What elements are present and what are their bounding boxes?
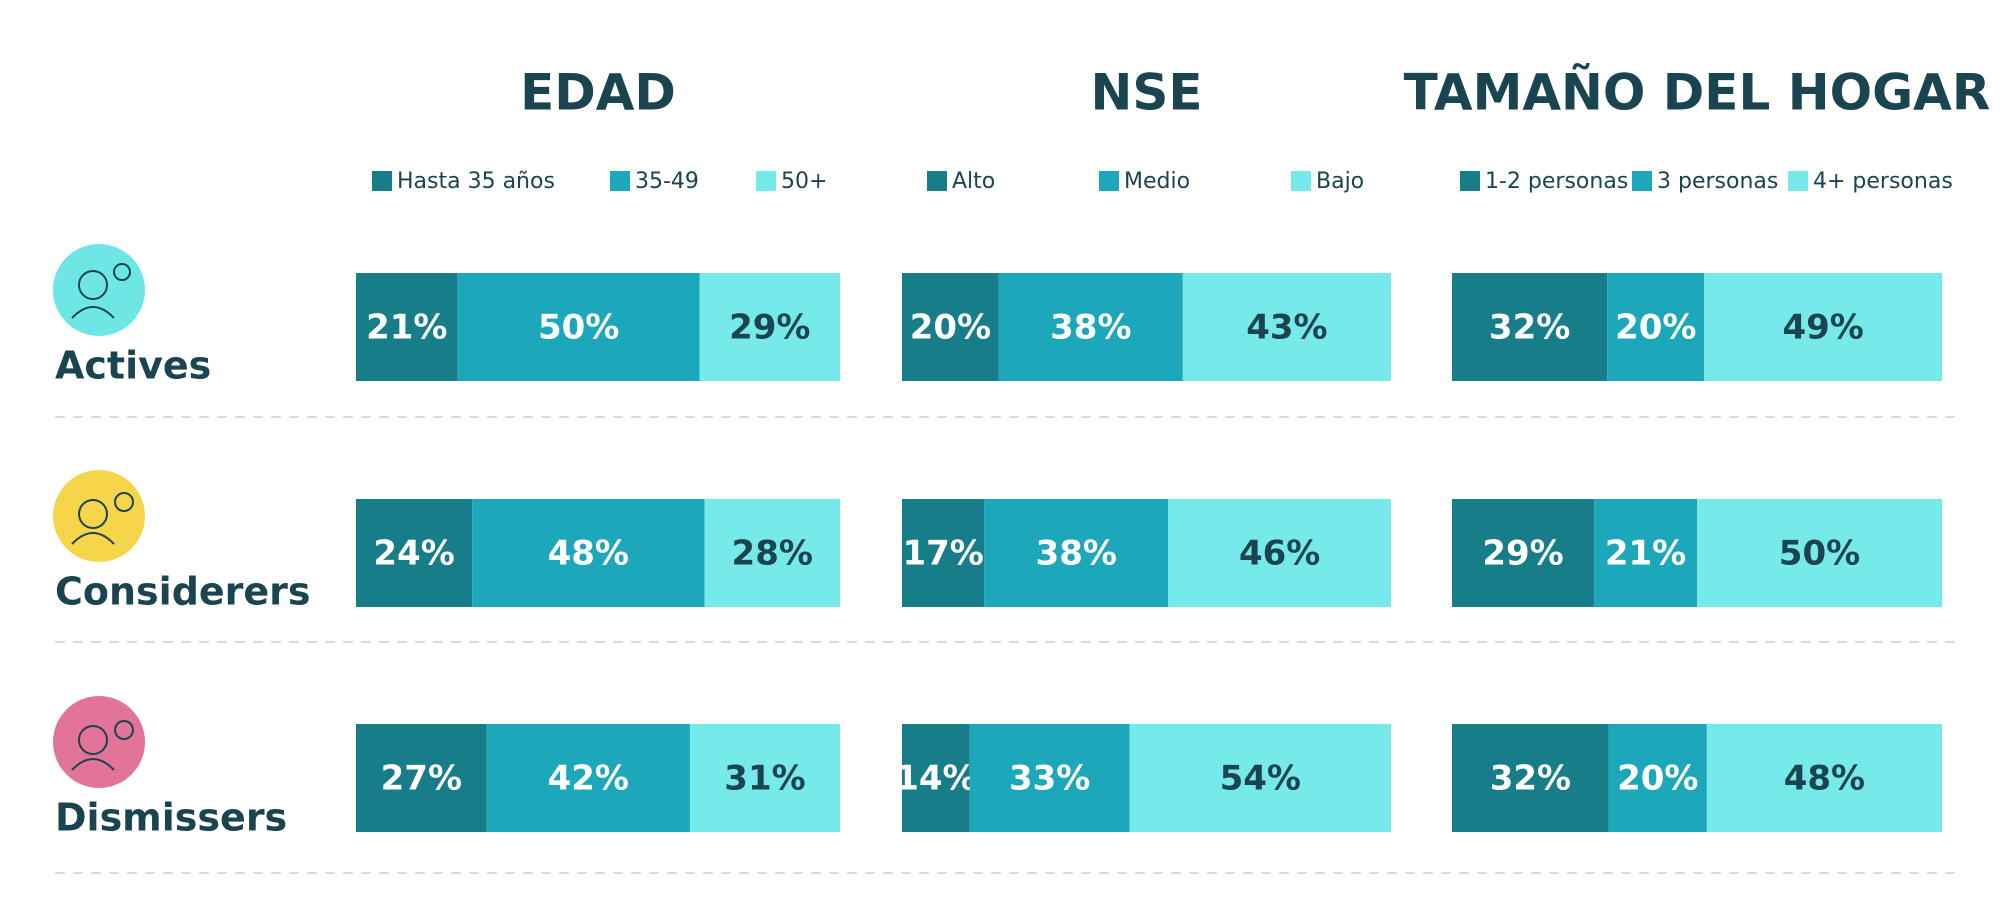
- legend-label: 35-49: [635, 169, 699, 194]
- legend-swatch: [1632, 171, 1652, 191]
- value-label: 27%: [381, 759, 462, 799]
- legend-swatch: [1788, 171, 1808, 191]
- legend-label: Medio: [1124, 169, 1190, 194]
- bar-segment: [1452, 273, 1608, 381]
- bar-segment: [1706, 724, 1942, 832]
- value-label: 38%: [1050, 308, 1131, 348]
- bar-segment: [356, 273, 458, 381]
- value-label: 32%: [1489, 308, 1570, 348]
- bar-segment: [356, 724, 487, 832]
- bar-segment: [1452, 499, 1595, 607]
- value-label: 29%: [729, 308, 810, 348]
- value-label: 38%: [1036, 534, 1117, 574]
- value-label: 28%: [732, 534, 813, 574]
- legend-label: Hasta 35 años: [397, 169, 555, 194]
- bar-segment: [472, 499, 705, 607]
- row-label: Considerers: [55, 570, 311, 614]
- bar-segment: [699, 273, 840, 381]
- value-label: 49%: [1782, 308, 1863, 348]
- row-label: Actives: [55, 344, 211, 388]
- bar-segment: [1607, 273, 1705, 381]
- icon-actives: [53, 244, 145, 336]
- value-label: 48%: [548, 534, 629, 574]
- bar-segment: [969, 724, 1130, 832]
- legend-swatch: [756, 171, 776, 191]
- bar-segment: [1697, 499, 1942, 607]
- legend-label: 3 personas: [1657, 169, 1778, 194]
- legend-label: Alto: [952, 169, 995, 194]
- bar-segment: [1168, 499, 1391, 607]
- value-label: 20%: [1617, 759, 1698, 799]
- chart-title: EDAD: [520, 64, 676, 122]
- value-label: 24%: [373, 534, 454, 574]
- separators: [55, 416, 1962, 874]
- bar-segment: [1182, 273, 1391, 381]
- legend-swatch: [1291, 171, 1311, 191]
- legend-swatch: [1099, 171, 1119, 191]
- value-label: 21%: [366, 308, 447, 348]
- value-label: 20%: [910, 308, 991, 348]
- value-label: 31%: [724, 759, 805, 799]
- value-label: 29%: [1482, 534, 1563, 574]
- value-label: 17%: [902, 534, 983, 574]
- legend-label: 50+: [781, 169, 827, 194]
- value-label: 46%: [1239, 534, 1320, 574]
- value-label: 32%: [1490, 759, 1571, 799]
- bar-segment: [1704, 273, 1942, 381]
- bar-segment: [902, 499, 985, 607]
- value-label: 43%: [1246, 308, 1327, 348]
- value-label: 50%: [538, 308, 619, 348]
- bar-segment: [1594, 499, 1697, 607]
- value-label: 42%: [548, 759, 629, 799]
- legend-swatch: [1460, 171, 1480, 191]
- bar-segment: [1452, 724, 1609, 832]
- bar-segment: [486, 724, 690, 832]
- bar-segment: [689, 724, 840, 832]
- bar-segment: [984, 499, 1169, 607]
- legend-swatch: [927, 171, 947, 191]
- chart-title: TAMAÑO DEL HOGAR: [1404, 63, 1991, 122]
- legend-label: 4+ personas: [1813, 169, 1953, 194]
- bar-segment: [356, 499, 473, 607]
- row-label: Dismissers: [55, 796, 287, 840]
- value-label: 50%: [1779, 534, 1860, 574]
- bar-segment: [902, 273, 999, 381]
- value-label: 21%: [1605, 534, 1686, 574]
- legend-swatch: [610, 171, 630, 191]
- legend-label: Bajo: [1316, 169, 1364, 194]
- legend-swatch: [372, 171, 392, 191]
- bar-segment: [902, 724, 970, 832]
- value-label: 14%: [895, 759, 976, 799]
- icon-considerers: [53, 470, 145, 562]
- value-label: 20%: [1615, 308, 1696, 348]
- value-label: 48%: [1784, 759, 1865, 799]
- legend-label: 1-2 personas: [1485, 169, 1628, 194]
- bar-segment: [457, 273, 700, 381]
- bar-segment: [998, 273, 1183, 381]
- bar-segment: [1129, 724, 1391, 832]
- bar-segment: [1608, 724, 1707, 832]
- value-label: 54%: [1220, 759, 1301, 799]
- value-label: 33%: [1009, 759, 1090, 799]
- bar-segment: [704, 499, 840, 607]
- icon-dismissers: [53, 696, 145, 788]
- chart-title: NSE: [1090, 64, 1202, 122]
